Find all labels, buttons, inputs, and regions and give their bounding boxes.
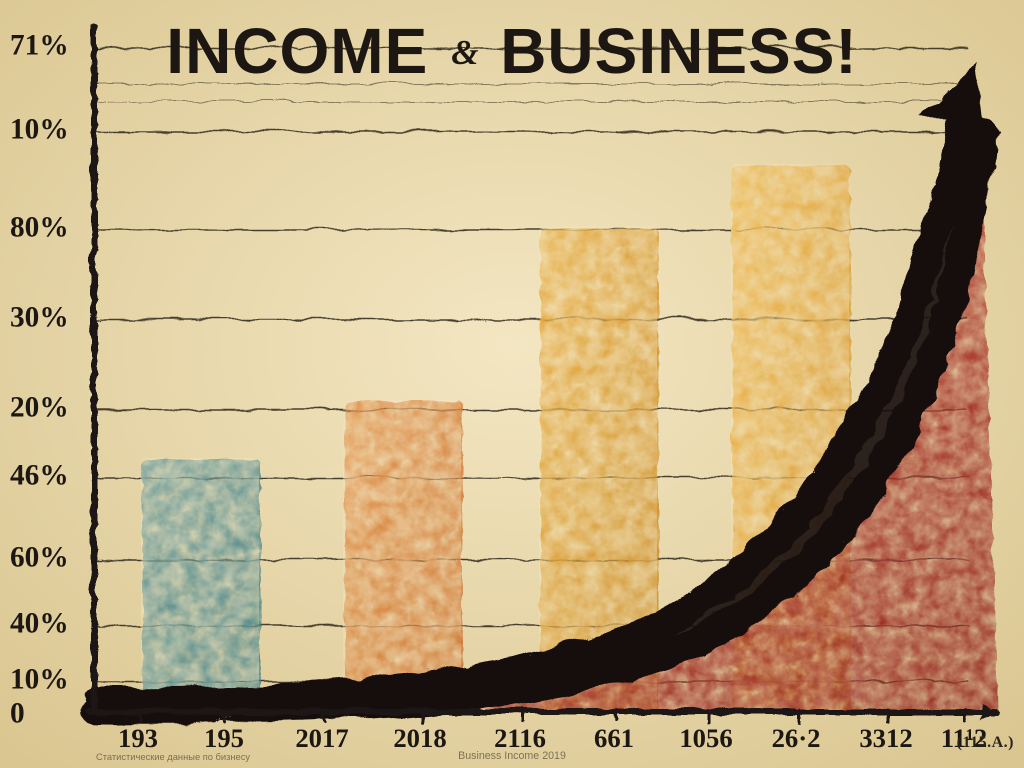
title-left: Income	[166, 15, 428, 87]
y-tick-label: 0	[10, 698, 25, 731]
y-tick-label: 60%	[10, 542, 69, 575]
x-tick-label: 2018	[393, 723, 446, 754]
x-tick-label: 661	[594, 723, 634, 754]
footer-left: Статистические данные по бизнесу	[96, 752, 250, 762]
title-ampersand: &	[447, 33, 481, 72]
x-tick-label: 26·2	[772, 723, 821, 754]
bar-texture	[343, 400, 461, 710]
x-tick-label: 2017	[295, 723, 348, 754]
y-tick-label: 80%	[10, 212, 69, 245]
corner-mark: (115.A.)	[957, 734, 1014, 752]
y-tick-label: 20%	[10, 392, 69, 425]
footer-mid: Business Income 2019	[458, 750, 566, 762]
x-tick-label: 193	[118, 723, 158, 754]
x-tick-label: 3312	[859, 723, 912, 754]
y-tick-label: 40%	[10, 608, 69, 641]
chart-title: Income & Business!	[0, 14, 1024, 88]
x-tick-label: 1056	[679, 723, 732, 754]
x-tick-label: 195	[204, 723, 244, 754]
title-right: Business!	[500, 15, 858, 87]
bar-texture	[141, 458, 259, 710]
y-tick-label: 46%	[10, 460, 69, 493]
chart-canvas: Income & Business! 71% 10% 80% 30% 20% 46% 60%…	[0, 0, 1024, 768]
y-tick-label: 30%	[10, 302, 69, 335]
chart-svg	[0, 0, 1024, 768]
y-tick-label: 10%	[10, 664, 69, 697]
y-tick-label: 71%	[10, 30, 69, 63]
y-tick-label: 10%	[10, 114, 69, 147]
